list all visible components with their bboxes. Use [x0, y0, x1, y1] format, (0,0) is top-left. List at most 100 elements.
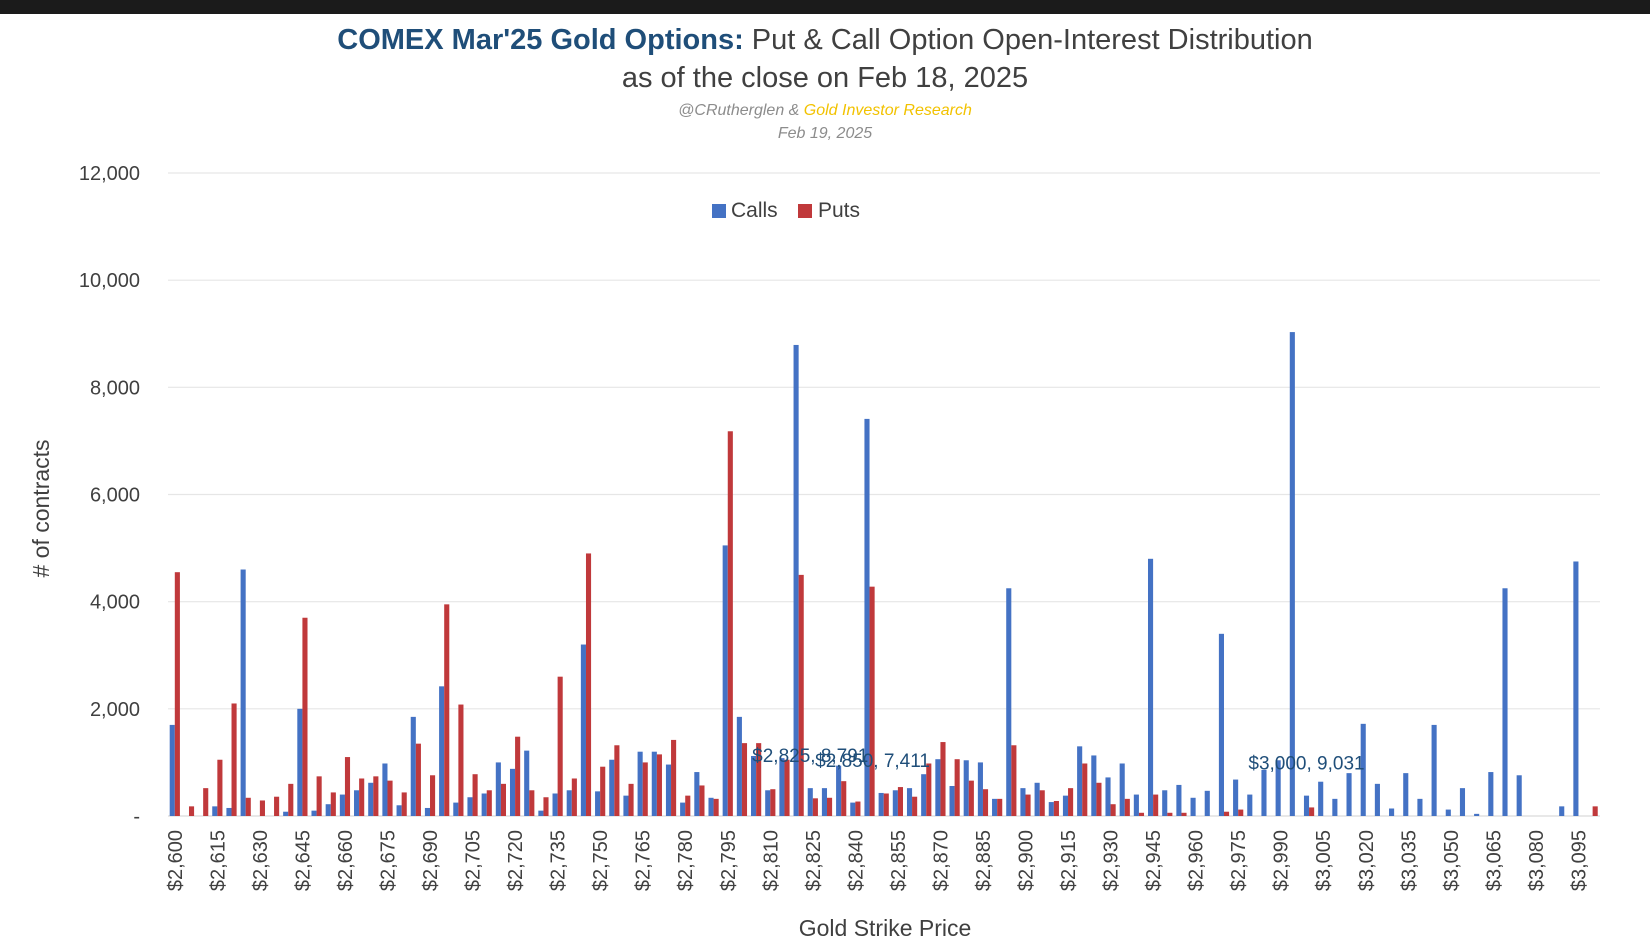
call-bar [892, 790, 898, 816]
y-tick-label: 8,000 [90, 377, 140, 399]
put-bar [188, 806, 195, 816]
put-bar [812, 798, 818, 816]
call-bar [1275, 760, 1281, 816]
put-bar [784, 759, 790, 816]
call-bar [1218, 633, 1224, 816]
call-bar [850, 802, 856, 816]
call-bar [864, 418, 870, 816]
call-bar [1133, 794, 1139, 816]
put-bar [1223, 811, 1230, 816]
chart-frame: COMEX Mar'25 Gold Options: Put & Call Op… [0, 14, 1650, 950]
put-bar [231, 703, 237, 816]
x-tick-label: $2,930 [1101, 830, 1123, 891]
put-bar [515, 736, 521, 816]
call-bar [538, 810, 544, 816]
put-bar [571, 778, 577, 816]
call-bar [963, 760, 969, 816]
x-tick-label: $2,675 [377, 830, 399, 891]
put-bar [685, 795, 691, 816]
put-bar [1039, 790, 1045, 816]
put-bar [1124, 798, 1130, 816]
put-bar [458, 704, 464, 816]
call-bar [453, 802, 459, 816]
call-bar [240, 569, 246, 816]
call-bar [977, 762, 983, 816]
call-bar [368, 782, 374, 816]
call-bar [424, 807, 431, 816]
x-tick-label: $2,780 [675, 830, 697, 891]
put-bar [1053, 800, 1059, 816]
call-bar [1573, 561, 1579, 816]
call-bar [1020, 788, 1026, 816]
put-bar [1238, 809, 1244, 816]
call-bar [1374, 783, 1380, 816]
y-tick-label: 6,000 [90, 485, 140, 507]
chart-date: Feb 19, 2025 [777, 125, 873, 142]
x-tick-label: $2,795 [718, 830, 740, 891]
put-bar [1011, 745, 1017, 816]
call-bar [765, 790, 771, 816]
call-bar [1119, 763, 1125, 816]
put-bar [997, 798, 1003, 816]
call-bar [1048, 802, 1054, 816]
put-bar [585, 553, 592, 816]
call-bar [694, 772, 700, 816]
x-tick-label: $2,750 [590, 830, 612, 891]
call-bar [1502, 588, 1508, 816]
call-bar [311, 810, 317, 816]
put-bar [1309, 807, 1315, 816]
call-bar [623, 795, 629, 816]
call-bar [708, 797, 714, 816]
x-tick-label: $2,630 [250, 830, 272, 891]
call-bar [339, 794, 345, 816]
chart-title: COMEX Mar'25 Gold Options: Put & Call Op… [0, 24, 1650, 57]
put-bar [1592, 806, 1598, 816]
call-bar [651, 751, 657, 816]
put-bar [387, 780, 393, 816]
put-bar [1025, 794, 1031, 816]
call-bar [1389, 808, 1395, 816]
put-bar [529, 790, 535, 816]
call-bar [807, 788, 813, 816]
legend-swatch-calls [712, 204, 726, 218]
x-tick-label: $2,840 [845, 830, 867, 891]
attribution: @CRutherglen & Gold Investor Research [0, 102, 1650, 120]
put-bar [869, 586, 875, 816]
put-bar [1110, 804, 1116, 816]
call-bar [566, 790, 572, 816]
call-bar [1318, 781, 1324, 816]
call-bar [1204, 790, 1210, 816]
x-tick-label: $2,705 [463, 830, 485, 891]
call-bar [467, 797, 473, 816]
y-tick-label: 10,000 [79, 270, 140, 292]
put-bar [1181, 812, 1187, 816]
put-bar [671, 739, 677, 816]
call-bar [906, 788, 913, 816]
call-bar [481, 793, 487, 816]
put-bar [656, 754, 662, 816]
chart-title-bold: COMEX Mar'25 Gold Options: [337, 24, 744, 56]
x-tick-label: $2,870 [930, 830, 952, 891]
call-bar [1147, 558, 1154, 816]
y-tick-label: - [133, 806, 140, 828]
call-bar [1417, 798, 1423, 816]
call-bar [396, 805, 402, 816]
call-bar [1459, 788, 1466, 816]
put-bar [330, 792, 336, 816]
call-bar [1091, 755, 1097, 816]
call-bar [1233, 779, 1239, 816]
put-bar [1082, 763, 1088, 816]
put-bar [642, 762, 648, 816]
call-bar [722, 545, 728, 816]
data-label: $2,825, 8,791 [752, 746, 868, 767]
x-tick-label: $2,735 [548, 830, 570, 891]
put-bar [401, 792, 407, 816]
put-bar [486, 790, 492, 816]
x-tick-label: $3,065 [1483, 830, 1505, 891]
call-bar [410, 716, 416, 816]
x-tick-label: $2,900 [1015, 830, 1037, 891]
x-tick-label: $2,600 [165, 830, 187, 891]
x-tick-label: $2,825 [803, 830, 825, 891]
call-bar [821, 788, 828, 816]
put-bar [756, 743, 762, 816]
